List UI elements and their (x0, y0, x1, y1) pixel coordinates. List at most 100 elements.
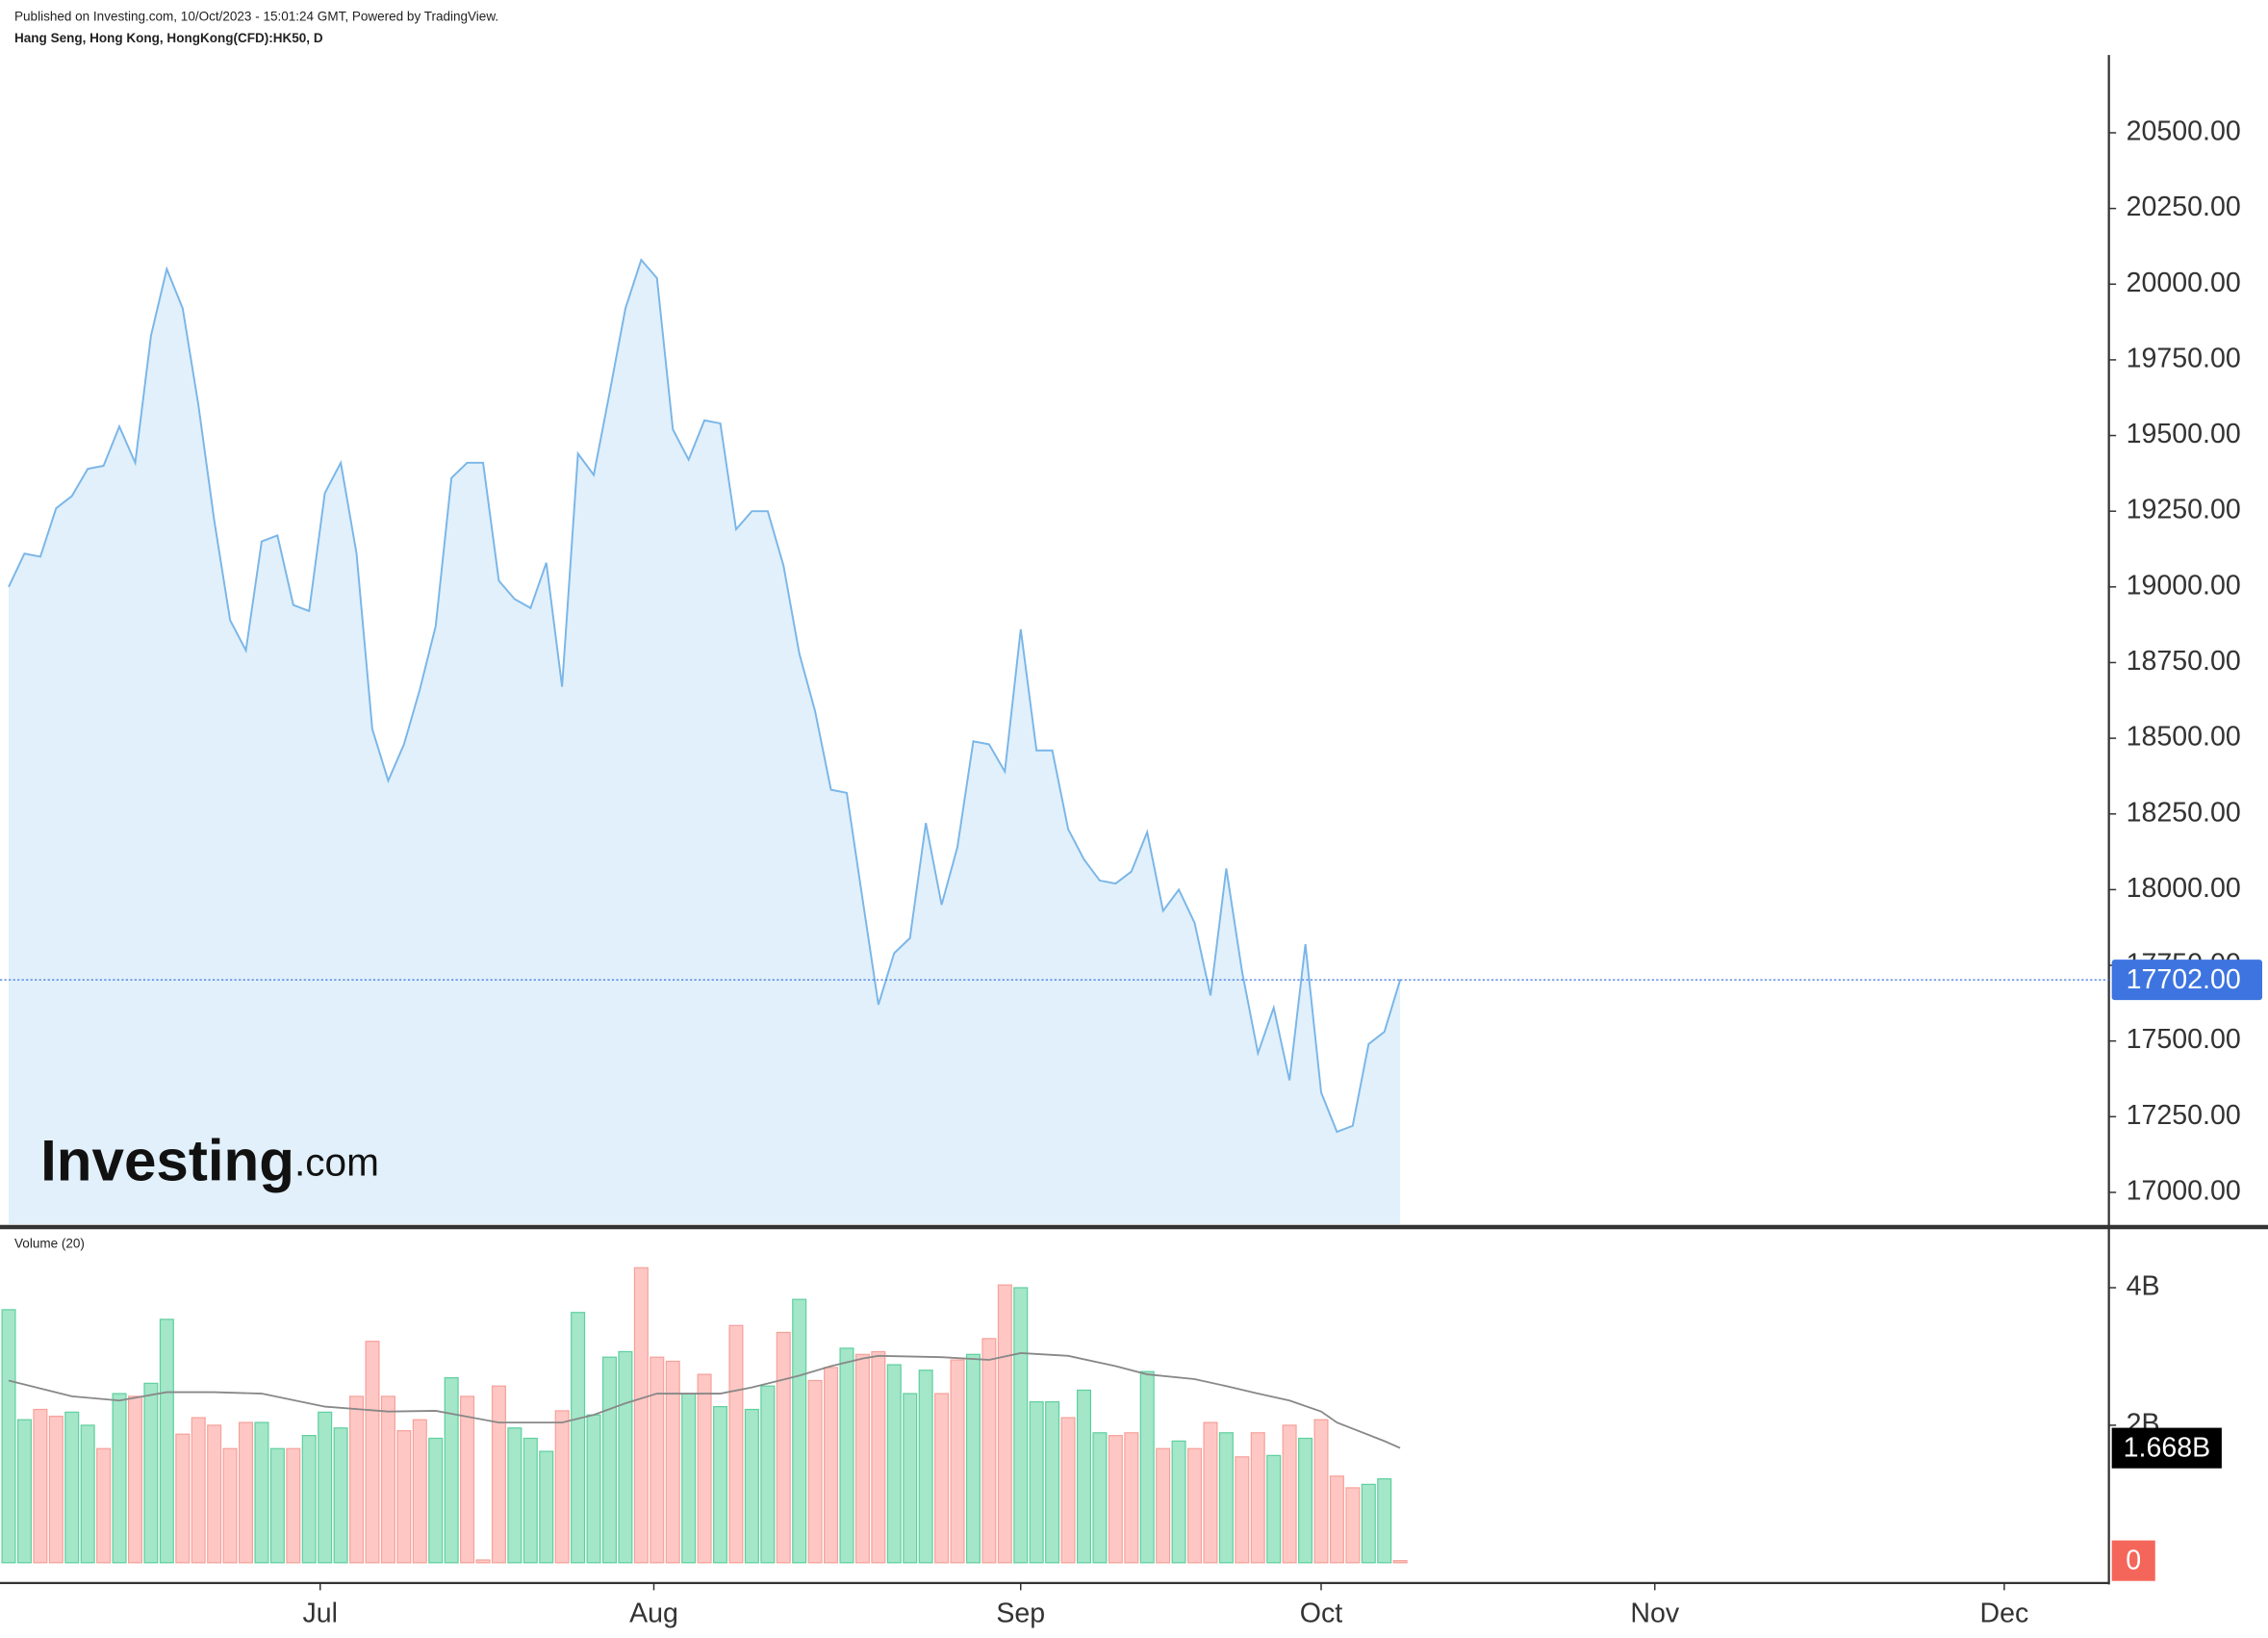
volume-bar (1218, 1432, 1234, 1564)
volume-bar (80, 1424, 95, 1564)
volume-bar (412, 1419, 427, 1564)
volume-bar (839, 1347, 854, 1564)
volume-bar (1313, 1419, 1329, 1564)
volume-bar (1, 1309, 16, 1564)
volume-bar (886, 1364, 902, 1564)
volume-bar (792, 1298, 807, 1564)
volume-bar (1139, 1370, 1155, 1564)
y-tick-label: 19000.00 (2127, 570, 2241, 601)
volume-bar (618, 1350, 633, 1564)
volume-bar (365, 1341, 380, 1564)
y-tick-label: 4B (2127, 1271, 2160, 1302)
last-price-label: 17702.00 (2127, 964, 2241, 995)
volume-bar (396, 1430, 412, 1564)
y-tick-label: 20250.00 (2127, 192, 2241, 222)
volume-bar (48, 1416, 64, 1564)
volume-bar (681, 1393, 697, 1564)
volume-bar (1108, 1435, 1123, 1564)
volume-bar (1124, 1432, 1139, 1564)
last-volume-label: 0 (2126, 1546, 2141, 1576)
volume-bar (1203, 1421, 1218, 1564)
y-tick-label: 18750.00 (2127, 646, 2241, 677)
volume-bar (207, 1424, 222, 1564)
y-tick-label: 17000.00 (2127, 1176, 2241, 1207)
volume-bar (571, 1312, 586, 1564)
y-tick-label: 19250.00 (2127, 495, 2241, 525)
volume-bar (159, 1318, 174, 1564)
x-tick-label: Aug (629, 1598, 678, 1628)
volume-bar (554, 1410, 570, 1564)
y-tick-label: 17250.00 (2127, 1100, 2241, 1131)
volume-bar (965, 1353, 981, 1564)
volume-bar (428, 1437, 444, 1564)
volume-bar (728, 1324, 744, 1564)
volume-title: Volume (20) (14, 1237, 85, 1251)
volume-bar (1298, 1437, 1313, 1564)
volume-bar (539, 1450, 554, 1564)
volume-bar (1187, 1447, 1203, 1564)
volume-bar (33, 1408, 48, 1564)
chart-title: Hang Seng, Hong Kong, HongKong(CFD):HK50… (14, 31, 323, 45)
volume-bar (318, 1411, 333, 1564)
volume-bar (760, 1385, 776, 1564)
volume-bar (1377, 1478, 1392, 1564)
volume-bar (1392, 1560, 1408, 1564)
volume-bar (175, 1433, 191, 1564)
volume-bar (349, 1395, 365, 1564)
volume-bar (1076, 1389, 1092, 1564)
volume-bar (1361, 1483, 1376, 1564)
watermark: Investing.com (40, 1128, 379, 1192)
area-fill (9, 260, 1401, 1224)
volume-bar (1329, 1475, 1344, 1564)
x-tick-label: Nov (1630, 1598, 1679, 1628)
volume-bar (1171, 1440, 1186, 1564)
y-tick-label: 18500.00 (2127, 722, 2241, 753)
volume-bar (697, 1373, 712, 1564)
volume-bar (807, 1379, 823, 1564)
volume-bar (269, 1447, 285, 1564)
y-tick-label: 20000.00 (2127, 268, 2241, 298)
x-tick-label: Oct (1300, 1598, 1342, 1628)
y-tick-label: 19500.00 (2127, 419, 2241, 449)
volume-bar (1092, 1432, 1108, 1564)
volume-bar (776, 1331, 791, 1564)
volume-bar (744, 1408, 759, 1564)
volume-bar (1045, 1401, 1060, 1564)
volume-bar (301, 1435, 317, 1564)
y-tick-label: 20500.00 (2127, 116, 2241, 147)
volume-bar (239, 1421, 254, 1564)
volume-bar (507, 1427, 522, 1564)
volume-bar (871, 1350, 886, 1564)
y-tick-label: 17500.00 (2127, 1024, 2241, 1055)
volume-bar (934, 1393, 950, 1564)
volume-bar (713, 1406, 728, 1564)
volume-bar (854, 1353, 870, 1564)
volume-bar (475, 1559, 491, 1564)
watermark-name: Investing (40, 1128, 294, 1192)
volume-bar (918, 1369, 933, 1564)
volume-bar (522, 1437, 538, 1564)
volume-bar (824, 1367, 839, 1564)
volume-bar (444, 1377, 459, 1564)
volume-bar (1282, 1424, 1297, 1564)
volume-bar (586, 1414, 601, 1564)
volume-bar (1266, 1454, 1282, 1564)
volume-bar (286, 1447, 301, 1564)
volume-bar (1156, 1447, 1171, 1564)
volume-bar (127, 1395, 143, 1564)
volume-bar (222, 1447, 238, 1564)
volume-bar (1060, 1417, 1076, 1564)
ma-value-label: 1.668B (2124, 1433, 2210, 1464)
volume-bar (191, 1417, 206, 1564)
volume-bar (1250, 1432, 1265, 1564)
volume-bar (650, 1356, 665, 1564)
volume-bar (1345, 1487, 1361, 1564)
y-tick-label: 18250.00 (2127, 797, 2241, 828)
volume-bar (1029, 1401, 1044, 1564)
watermark-suffix: .com (294, 1139, 379, 1184)
volume-bar (903, 1393, 918, 1564)
volume-bar (96, 1447, 112, 1564)
y-tick-label: 18000.00 (2127, 873, 2241, 904)
last-price-box (2111, 960, 2262, 1001)
